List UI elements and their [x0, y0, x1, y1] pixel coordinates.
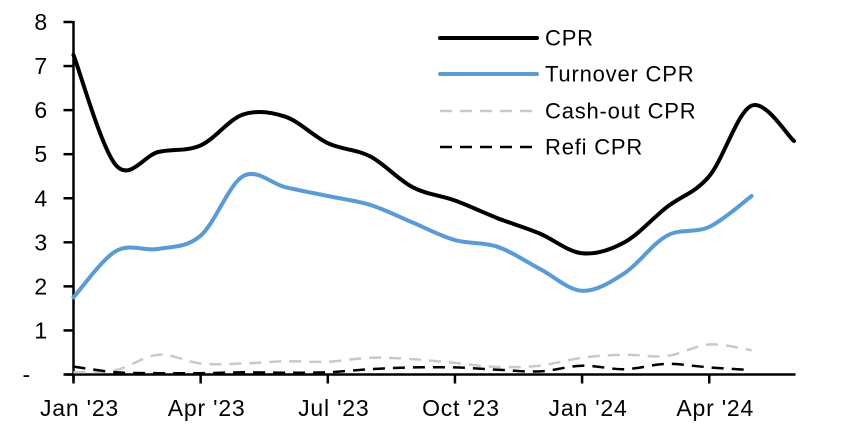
- y-axis-label: 2: [34, 273, 48, 299]
- y-axis-label: -: [23, 362, 31, 388]
- y-axis-label: 8: [34, 9, 48, 35]
- y-axis-label: 7: [34, 53, 48, 79]
- y-axis-label: 1: [34, 317, 48, 343]
- legend-item-cash-out-cpr: Cash-out CPR: [440, 99, 696, 124]
- legend-label-turnover-cpr: Turnover CPR: [545, 62, 694, 87]
- legend: CPR Turnover CPR Cash-out CPR Refi CPR: [438, 26, 696, 160]
- legend-label-refi-cpr: Refi CPR: [545, 135, 643, 160]
- legend-item-refi-cpr: Refi CPR: [440, 135, 643, 160]
- x-axis-ticks: Jan '23 Apr '23 Jul '23 Oct '23 Jan '24 Apr '…: [40, 374, 754, 421]
- y-axis-label: 6: [34, 97, 48, 123]
- x-axis-label: Jul '23: [298, 395, 369, 421]
- x-axis-label: Oct '23: [422, 395, 500, 421]
- legend-label-cpr: CPR: [545, 26, 594, 51]
- series-line-cash-out-cpr: [73, 343, 752, 374]
- series-line-cpr: [71, 53, 796, 256]
- y-axis-label: 4: [34, 185, 48, 211]
- x-axis-label: Apr '23: [168, 395, 246, 421]
- legend-label-cash-out-cpr: Cash-out CPR: [545, 99, 696, 124]
- series-line-refi-cpr: [73, 362, 752, 375]
- x-axis-label: Apr '24: [676, 395, 754, 421]
- legend-item-turnover-cpr: Turnover CPR: [438, 62, 694, 87]
- x-axis-label: Jan '24: [549, 395, 628, 421]
- series-line-turnover-cpr: [71, 172, 754, 300]
- legend-item-cpr: CPR: [438, 26, 594, 51]
- y-axis-ticks: -1 2 3 4 5 6 7 8: [23, 9, 74, 388]
- y-axis-label: 3: [34, 229, 48, 255]
- x-axis-label: Jan '23: [40, 395, 119, 421]
- y-axis-label: 5: [34, 141, 48, 167]
